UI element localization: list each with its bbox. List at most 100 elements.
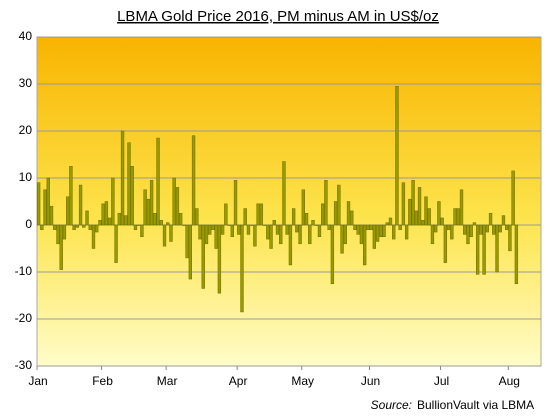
bar — [159, 220, 163, 226]
bar — [317, 224, 322, 237]
bar — [217, 224, 222, 294]
bar — [188, 224, 193, 280]
bar — [488, 213, 493, 226]
bar — [49, 205, 54, 226]
bar — [375, 224, 380, 242]
bar — [285, 224, 289, 235]
y-tick-label: 30 — [19, 76, 33, 90]
bar — [337, 184, 341, 226]
bar — [353, 224, 357, 230]
bar — [53, 224, 57, 230]
y-tick-label: 40 — [19, 29, 33, 43]
bar — [311, 220, 315, 226]
bar — [479, 224, 483, 235]
bar — [456, 208, 460, 226]
bar — [256, 203, 260, 226]
bar — [466, 224, 470, 245]
bar — [453, 208, 457, 226]
bar — [343, 224, 347, 245]
bar — [153, 213, 157, 226]
bar — [208, 224, 212, 235]
bar — [395, 86, 399, 226]
bar — [291, 208, 296, 226]
bar — [259, 203, 264, 226]
bar — [475, 224, 480, 275]
bar — [501, 215, 506, 226]
bar — [56, 224, 60, 245]
x-tick-label: May — [291, 374, 314, 388]
x-tick-label: Feb — [92, 374, 113, 388]
bar — [185, 224, 189, 259]
bar — [75, 224, 80, 228]
bar — [117, 213, 121, 226]
bar — [362, 224, 367, 266]
bar — [498, 224, 502, 233]
bar — [169, 224, 173, 242]
chart-title: LBMA Gold Price 2016, PM minus AM in US$… — [117, 8, 439, 25]
bar — [130, 166, 134, 226]
bar — [111, 177, 115, 226]
bar — [175, 187, 180, 226]
bar — [195, 208, 199, 226]
bar — [224, 203, 228, 226]
bar — [275, 224, 280, 235]
x-tick-label: Jan — [28, 374, 47, 388]
bar — [505, 224, 509, 230]
bar — [211, 224, 215, 230]
bar — [427, 208, 431, 226]
bar — [233, 180, 238, 226]
bar — [66, 196, 70, 226]
bar — [272, 220, 276, 226]
bar — [385, 222, 389, 226]
bar — [243, 208, 247, 226]
bar — [434, 224, 438, 233]
bar — [356, 224, 360, 235]
bar — [204, 224, 209, 245]
bar — [269, 224, 273, 249]
x-tick-label: Aug — [499, 374, 520, 388]
bar — [298, 224, 302, 245]
bar — [43, 189, 47, 226]
bar — [340, 224, 344, 254]
bar — [379, 224, 383, 237]
bar — [143, 189, 147, 226]
bar — [104, 201, 109, 226]
bar — [366, 224, 370, 230]
bar — [295, 224, 299, 233]
bar — [459, 189, 464, 226]
bar — [304, 213, 309, 226]
bar — [46, 177, 50, 226]
bar — [472, 222, 477, 226]
bar — [127, 142, 131, 226]
bar — [279, 224, 283, 245]
bar — [398, 224, 402, 230]
bar — [392, 224, 396, 240]
bar — [250, 224, 254, 226]
bar — [72, 224, 76, 230]
bar — [166, 222, 170, 226]
bar — [511, 170, 515, 226]
bar — [156, 137, 160, 226]
bar — [411, 180, 415, 226]
bar — [414, 210, 418, 226]
bar — [408, 198, 412, 226]
bar — [149, 180, 154, 226]
bar — [133, 224, 138, 230]
bar — [424, 196, 428, 226]
bar — [191, 135, 196, 226]
bar — [463, 224, 467, 235]
bar — [404, 224, 409, 240]
bar — [101, 203, 105, 226]
bar — [508, 224, 512, 252]
bar — [492, 224, 496, 235]
bar — [246, 224, 251, 235]
bar — [253, 224, 257, 247]
bar — [327, 224, 331, 230]
bar — [162, 224, 167, 247]
bar — [333, 201, 338, 226]
bar — [301, 189, 305, 226]
bar — [198, 224, 202, 240]
bar — [314, 224, 318, 226]
